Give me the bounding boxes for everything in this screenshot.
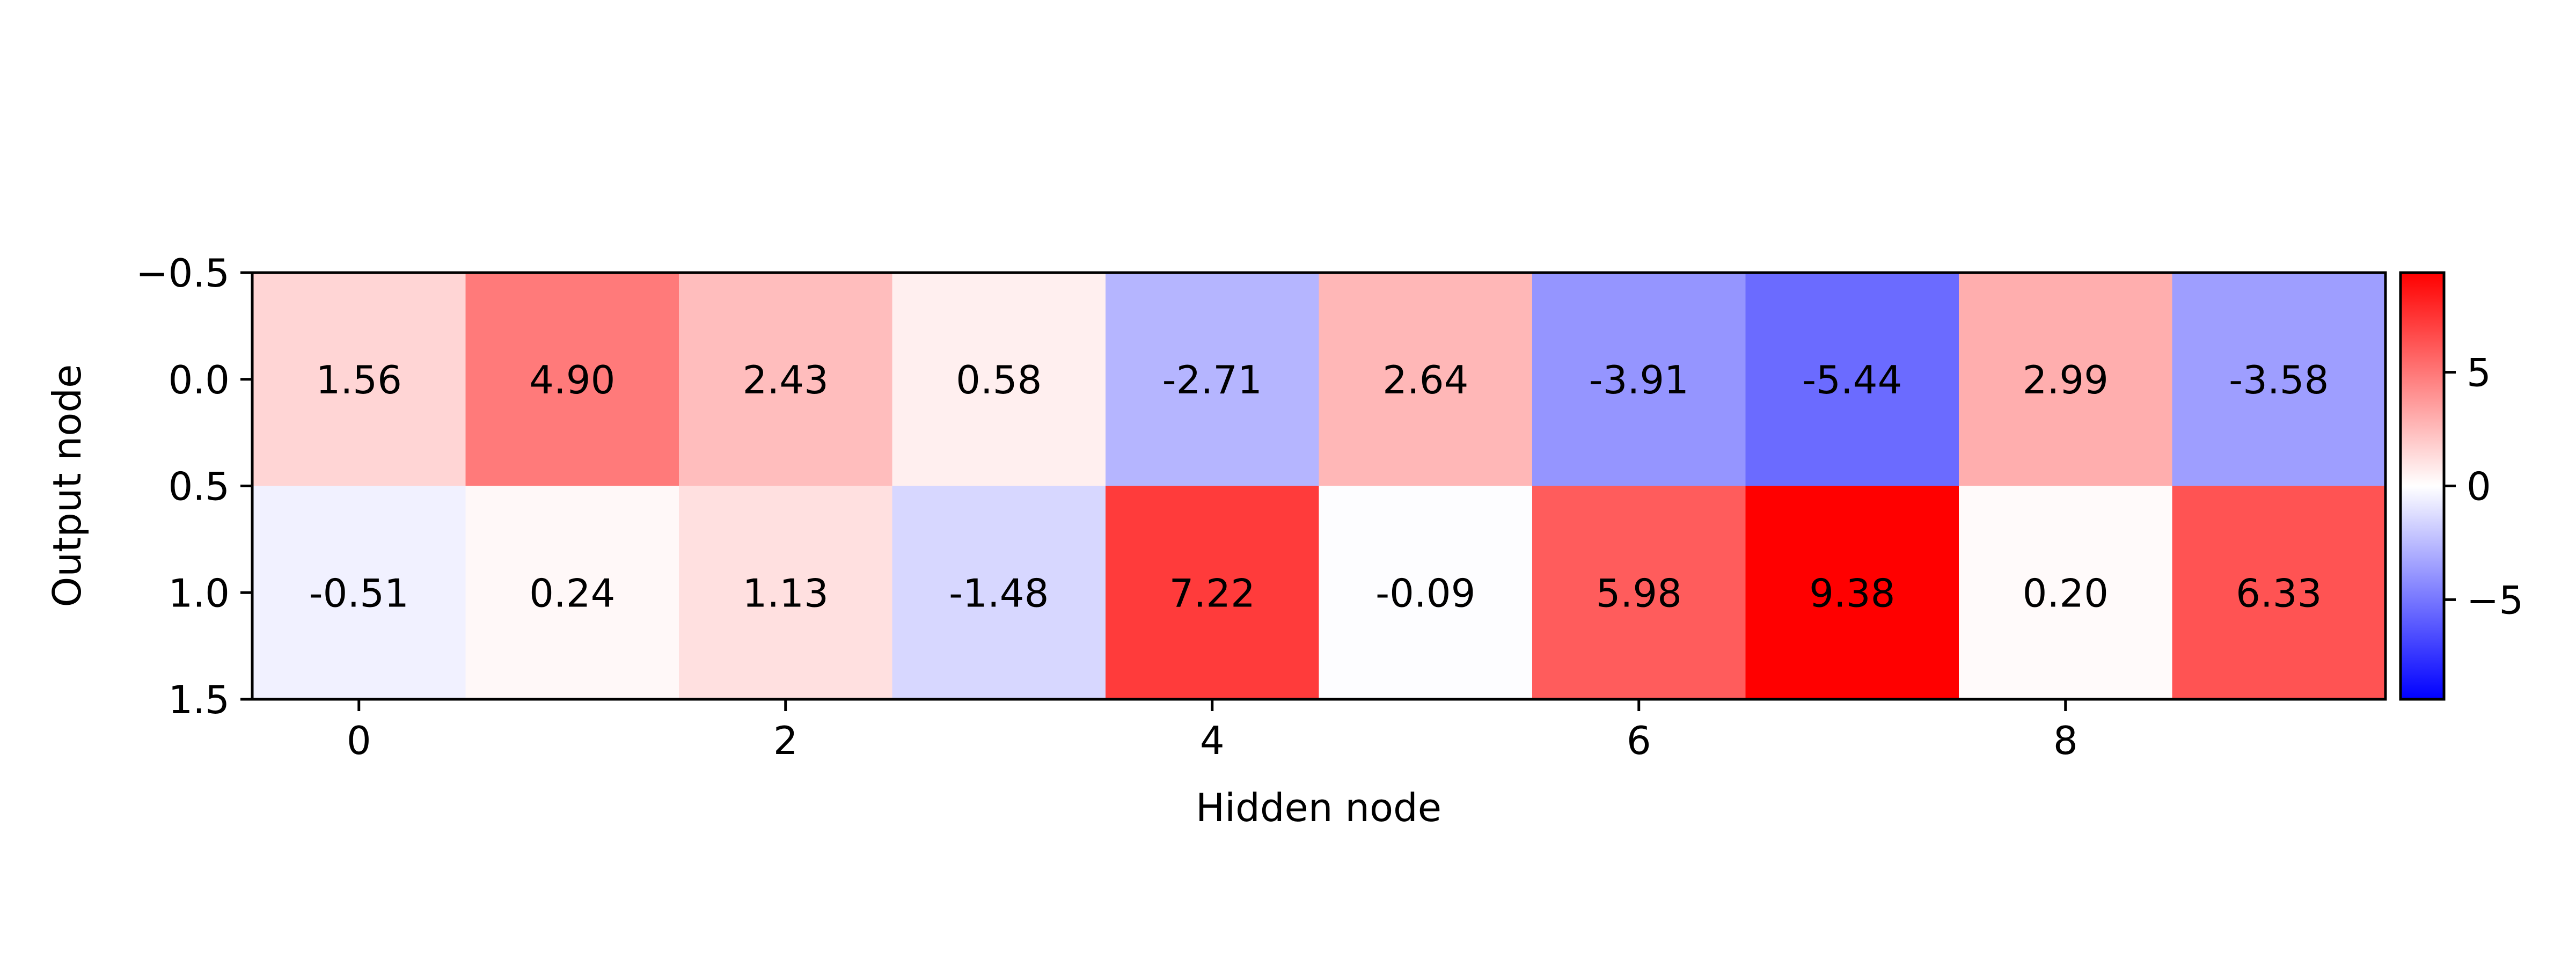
colorbar-tick-label: 0: [2467, 464, 2491, 509]
colorbar: 5 0 −5: [2399, 271, 2523, 701]
y-tick-label: 1.5: [168, 677, 230, 722]
cell-value-label: 0.24: [529, 570, 615, 616]
cell-value-label: -0.51: [309, 570, 409, 616]
heatmap-cell: [252, 273, 466, 486]
y-axis: −0.5 0.0 0.5 1.0 1.5: [136, 251, 252, 722]
heatmap-cell: [892, 273, 1106, 486]
y-tick-label: 0.5: [168, 464, 230, 509]
cell-value-label: 7.22: [1169, 570, 1255, 616]
heatmap-cell: [465, 486, 679, 700]
x-axis-label: Hidden node: [1196, 785, 1441, 830]
heatmap-cell: [892, 486, 1106, 700]
colorbar-tick-label: 5: [2467, 350, 2491, 396]
cell-value-label: 2.64: [1382, 357, 1468, 402]
cell-value-label: -2.71: [1162, 357, 1262, 402]
y-tick-label: −0.5: [136, 251, 230, 296]
cell-value-label: -3.91: [1589, 357, 1689, 402]
heatmap-cell: [1959, 273, 2172, 486]
heatmap-cell: [465, 273, 679, 486]
heatmap-cell: [679, 273, 892, 486]
cell-value-label: 1.13: [743, 570, 829, 616]
heatmap-cell-labels: 1.56 4.90 2.43 0.58 -2.71 2.64 -3.91 -5.44 2.99 -…: [309, 357, 2329, 616]
cell-value-label: -0.09: [1375, 570, 1475, 616]
cell-value-label: 0.20: [2023, 570, 2109, 616]
y-tick-label: 1.0: [168, 570, 230, 616]
heatmap-cell: [1106, 273, 1319, 486]
cell-value-label: 9.38: [1809, 570, 1895, 616]
heatmap-cell: [2172, 273, 2386, 486]
colorbar-gradient: [2399, 271, 2446, 701]
heatmap-cell: [1745, 273, 1959, 486]
colorbar-ticks: 5 0 −5: [2444, 350, 2523, 623]
heatmap-cell: [252, 486, 466, 700]
x-axis: 0 2 4 6 8: [347, 699, 2078, 763]
cell-value-label: -3.58: [2229, 357, 2329, 402]
heatmap-cell: [1745, 486, 1959, 700]
cell-value-label: -5.44: [1802, 357, 1902, 402]
heatmap-cell: [1319, 486, 1533, 700]
x-tick-label: 6: [1627, 718, 1651, 763]
cell-value-label: -1.48: [949, 570, 1049, 616]
cell-value-label: 4.90: [529, 357, 615, 402]
colorbar-tick-label: −5: [2467, 577, 2523, 623]
heatmap-cell: [1319, 273, 1533, 486]
cell-value-label: 5.98: [1596, 570, 1682, 616]
cell-value-label: 6.33: [2236, 570, 2322, 616]
heatmap-cell: [1106, 486, 1319, 700]
cell-value-label: 2.99: [2023, 357, 2109, 402]
x-tick-label: 2: [773, 718, 798, 763]
cell-value-label: 2.43: [743, 357, 829, 402]
heatmap-cell: [679, 486, 892, 700]
heatmap-cells: [252, 273, 2386, 700]
cell-value-label: 1.56: [316, 357, 402, 402]
heatmap-cell: [1532, 273, 1746, 486]
cell-value-label: 0.58: [956, 357, 1042, 402]
y-tick-label: 0.0: [168, 357, 230, 402]
x-tick-label: 4: [1200, 718, 1225, 763]
heatmap-cell: [2172, 486, 2386, 700]
y-axis-label: Output node: [45, 364, 90, 608]
heatmap-cell: [1959, 486, 2172, 700]
heatmap-cell: [1532, 486, 1746, 700]
x-tick-label: 0: [347, 718, 371, 763]
x-tick-label: 8: [2053, 718, 2078, 763]
